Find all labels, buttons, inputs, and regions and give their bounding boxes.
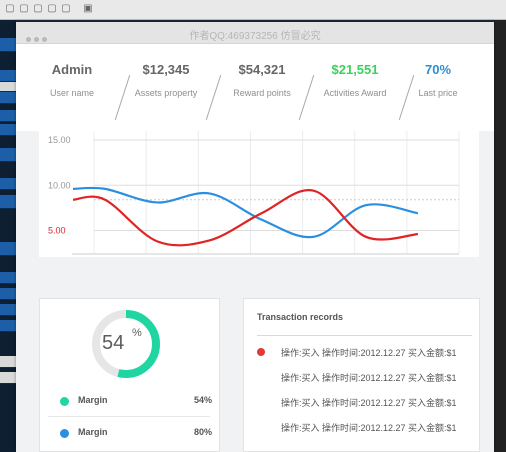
series-line-0: [72, 186, 419, 239]
stat-value: 70%: [424, 62, 452, 77]
legend-divider: [48, 416, 210, 417]
transaction-records-card: Transaction records 操作:买入 操作时间:2012.12.2…: [243, 298, 480, 452]
host-sidebar: [0, 20, 16, 452]
transaction-row[interactable]: 操作:买入 操作时间:2012.12.27 买入金额:$1: [244, 346, 479, 360]
host-sidebar-item[interactable]: [0, 272, 16, 284]
toolbar-icon[interactable]: ▢: [5, 3, 15, 14]
donut-progress-arc: [92, 310, 160, 378]
host-sidebar-item[interactable]: [0, 124, 16, 136]
transaction-text: 操作:买入 操作时间:2012.12.27 买入金额:$1: [281, 423, 457, 433]
transaction-row[interactable]: 操作:买入 操作时间:2012.12.27 买入金额:$1: [244, 371, 479, 385]
stat-label: Activities Award: [323, 88, 387, 98]
transaction-divider: [257, 335, 472, 336]
legend-dot-icon: [60, 397, 69, 406]
host-sidebar-item[interactable]: [0, 178, 16, 190]
host-sidebar-item[interactable]: [0, 110, 16, 122]
window-controls[interactable]: [26, 29, 50, 47]
transaction-records-title: Transaction records: [257, 312, 344, 322]
donut-percent-value: 54: [102, 332, 125, 354]
dashboard-window: 作者QQ:469373256 仿冒必究 Admin User name $12,…: [16, 22, 494, 452]
margin-donut-card: 54 % Margin 54% Margin 80%: [39, 298, 220, 452]
legend-value: 80%: [193, 427, 212, 437]
stat-label: Assets property: [134, 88, 198, 98]
stat-activities-award: $21,551 Activities Award: [307, 62, 403, 98]
host-sidebar-item[interactable]: [0, 38, 16, 52]
window-title: 作者QQ:469373256 仿冒必究: [189, 31, 321, 42]
host-sidebar-item[interactable]: [0, 304, 16, 316]
donut-percent-sign: %: [132, 327, 142, 339]
host-scroll-area: [494, 20, 506, 452]
stat-assets-property: $12,345 Assets property: [116, 62, 216, 98]
host-toolbar: ▢ ▢ ▢ ▢ ▢ ▣: [0, 0, 506, 20]
stat-last-price: 70% Last price: [400, 62, 476, 98]
legend-name: Margin: [78, 395, 108, 405]
status-dot-icon: [257, 348, 265, 356]
host-sidebar-item[interactable]: [0, 356, 16, 368]
host-sidebar-item[interactable]: [0, 92, 16, 104]
host-sidebar-item[interactable]: [0, 148, 16, 162]
legend-dot-icon: [60, 429, 69, 438]
host-sidebar-item[interactable]: [0, 288, 16, 300]
host-sidebar-item[interactable]: [0, 70, 16, 82]
legend-value: 54%: [193, 395, 212, 405]
stat-user-name: Admin User name: [28, 62, 116, 98]
stats-header: Admin User name $12,345 Assets property …: [16, 44, 494, 131]
stat-label: Reward points: [233, 88, 291, 98]
toolbar-icon[interactable]: ▢: [19, 3, 29, 14]
stat-value: $12,345: [142, 62, 190, 77]
window-titlebar[interactable]: 作者QQ:469373256 仿冒必究: [16, 22, 494, 44]
transaction-text: 操作:买入 操作时间:2012.12.27 买入金额:$1: [281, 398, 457, 408]
series-line-1: [72, 189, 419, 247]
host-sidebar-item[interactable]: [0, 195, 16, 209]
legend-item: Margin 54%: [48, 392, 212, 412]
margin-donut: 54 %: [90, 308, 162, 380]
transaction-row[interactable]: 操作:买入 操作时间:2012.12.27 买入金额:$1: [244, 421, 479, 435]
stat-label: User name: [49, 88, 94, 98]
stat-value: $54,321: [238, 62, 286, 77]
transaction-text: 操作:买入 操作时间:2012.12.27 买入金额:$1: [281, 348, 457, 358]
legend-name: Margin: [78, 427, 108, 437]
y-tick-label: 15.00: [48, 135, 71, 145]
toolbar-icon[interactable]: ▣: [83, 3, 93, 14]
host-sidebar-item[interactable]: [0, 242, 16, 256]
transaction-text: 操作:买入 操作时间:2012.12.27 买入金额:$1: [281, 373, 457, 383]
toolbar-icon[interactable]: ▢: [47, 3, 57, 14]
host-sidebar-item[interactable]: [0, 320, 16, 332]
y-tick-label: 10.00: [48, 180, 71, 190]
y-tick-label: 5.00: [48, 225, 66, 235]
toolbar-icon[interactable]: ▢: [61, 3, 71, 14]
stat-value: Admin: [51, 62, 93, 77]
toolbar-icon[interactable]: ▢: [33, 3, 43, 14]
stat-reward-points: $54,321 Reward points: [212, 62, 312, 98]
host-sidebar-item[interactable]: [0, 82, 16, 92]
legend-item: Margin 80%: [48, 424, 212, 444]
transaction-row[interactable]: 操作:买入 操作时间:2012.12.27 买入金额:$1: [244, 396, 479, 410]
host-sidebar-item[interactable]: [0, 372, 16, 384]
stat-label: Last price: [418, 88, 458, 98]
stat-value: $21,551: [331, 62, 379, 77]
